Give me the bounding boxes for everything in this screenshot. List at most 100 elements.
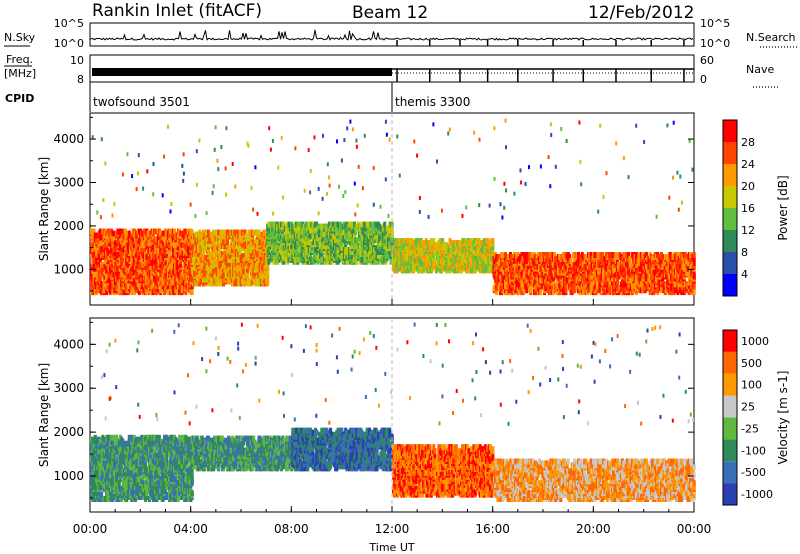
station-title: Rankin Inlet (fitACF)	[92, 1, 262, 21]
echo-cell	[257, 229, 261, 236]
echo-cell	[256, 262, 260, 269]
noise-ytick-right-bottom: 10^0	[700, 37, 730, 50]
echo-cell	[108, 236, 112, 243]
echo-cell	[267, 258, 271, 265]
echo-cell	[266, 280, 270, 287]
echo-cell	[303, 241, 307, 248]
echo-cell	[184, 236, 188, 243]
echo-cell	[389, 258, 393, 265]
echo-cell	[431, 247, 434, 254]
echo-cell	[366, 225, 370, 232]
echo-cell	[169, 236, 173, 243]
echo-cell	[132, 281, 136, 288]
echo-cell	[553, 252, 557, 258]
echo-cell	[534, 279, 538, 286]
echo-cell	[151, 244, 155, 251]
echo-cell	[106, 246, 110, 253]
echo-cell	[580, 257, 584, 264]
echo-cell	[517, 263, 521, 270]
echo-cell	[332, 241, 336, 248]
echo-cell	[207, 229, 210, 236]
echo-cell	[242, 253, 246, 260]
echo-cell	[345, 227, 349, 234]
echo-cell	[360, 221, 364, 228]
echo-cell	[350, 254, 354, 261]
echo-cell	[432, 255, 436, 262]
echo-cell	[355, 237, 359, 244]
echo-cell	[125, 238, 129, 245]
echo-cell	[395, 245, 399, 252]
echo-cell	[354, 229, 358, 236]
echo-cell	[136, 281, 140, 288]
echo-cell	[146, 230, 150, 237]
echo-cell	[500, 252, 504, 258]
echo-cell	[584, 254, 588, 260]
echo-cell	[545, 252, 549, 258]
echo-cell	[345, 247, 349, 253]
echo-cell	[155, 289, 159, 296]
echo-cell	[180, 271, 184, 278]
echo-cell	[573, 261, 577, 268]
echo-cell	[184, 261, 188, 268]
echo-cell	[276, 256, 280, 263]
echo-cell	[371, 243, 375, 250]
echo-cell	[225, 262, 229, 269]
echo-cell	[160, 250, 164, 256]
echo-cell	[314, 247, 317, 253]
echo-cell	[258, 239, 262, 246]
echo-cell	[561, 252, 565, 258]
echo-cell	[376, 252, 380, 259]
echo-cell	[296, 221, 300, 228]
echo-cell	[130, 232, 134, 239]
echo-cell	[555, 259, 559, 266]
echo-cell	[437, 244, 441, 250]
noise-panel: 10^510^010^510^0	[54, 17, 730, 50]
echo-cell	[418, 251, 422, 258]
echo-cell	[237, 266, 241, 273]
echo-cell	[414, 251, 418, 258]
echo-cell	[535, 271, 539, 278]
nsearch-label: N.Search	[746, 31, 796, 44]
echo-cell	[280, 237, 283, 244]
echo-cell	[266, 264, 270, 271]
echo-cell	[405, 253, 409, 260]
echo-cell	[237, 262, 241, 269]
nave-label: Nave	[746, 63, 774, 76]
noise-ytick-left-top: 10^5	[54, 17, 84, 30]
echo-cell	[492, 285, 496, 292]
echo-cell	[418, 247, 422, 254]
echo-cell	[370, 225, 374, 232]
echo-cell	[214, 280, 218, 287]
echo-cell	[237, 255, 241, 261]
echo-cell	[409, 249, 413, 256]
echo-cell	[346, 258, 350, 265]
echo-cell	[504, 279, 507, 286]
noise-frame	[89, 22, 695, 47]
echo-cell	[246, 266, 249, 273]
echo-cell	[441, 238, 445, 245]
echo-cell	[173, 228, 176, 235]
freq-ytick-top: 10	[70, 54, 84, 67]
echo-cell	[497, 254, 501, 260]
echo-cell	[283, 254, 287, 261]
beam-title: Beam 12	[352, 3, 428, 23]
echo-cell	[327, 221, 331, 228]
echo-cell	[202, 280, 205, 287]
echo-cell	[337, 229, 341, 236]
echo-cell	[522, 252, 526, 258]
echo-cell	[176, 269, 180, 276]
echo-cell	[246, 272, 249, 279]
echo-cell	[90, 228, 93, 235]
echo-cell	[564, 287, 568, 294]
echo-cell	[418, 255, 422, 262]
echo-cell	[110, 246, 114, 253]
echo-cell	[356, 247, 360, 253]
echo-cell	[385, 233, 389, 240]
echo-cell	[549, 269, 553, 276]
echo-cell	[495, 273, 499, 280]
echo-cell	[207, 249, 210, 256]
echo-cell	[190, 229, 194, 236]
echo-cell	[234, 280, 238, 287]
freq-band-twofsound	[92, 68, 392, 76]
